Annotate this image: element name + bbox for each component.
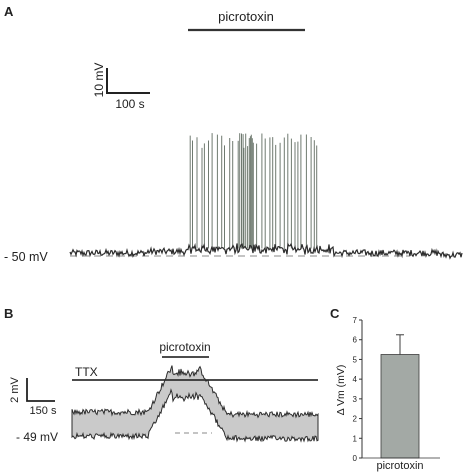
b-scale-time-label: 150 s — [30, 405, 57, 417]
panel-a-letter: A — [4, 4, 14, 19]
b-ttx-label: TTX — [75, 365, 98, 379]
c-y-tick-label-0: 0 — [353, 454, 358, 463]
panel-c-letter: C — [330, 306, 340, 321]
b-scale-bar — [26, 378, 55, 402]
panel-b: B picrotoxin TTX 2 mV 150 s - 49 mV — [4, 306, 319, 444]
c-y-tick-label-3: 3 — [353, 395, 358, 404]
a-scale-bar — [106, 68, 150, 94]
c-y-tick-label-7: 7 — [353, 316, 358, 325]
a-baseline-label: - 50 mV — [4, 250, 48, 264]
b-scale-voltage-label: 2 mV — [9, 377, 21, 403]
b-baseline-label: - 49 mV — [16, 430, 58, 444]
b-picrotoxin-label: picrotoxin — [159, 340, 210, 354]
c-y-axis-label: Δ Vm (mV) — [335, 365, 347, 416]
panel-b-letter: B — [4, 306, 13, 321]
c-y-tick-label-2: 2 — [353, 415, 358, 424]
c-bar-group — [362, 334, 440, 459]
c-category-label: picrotoxin — [376, 460, 423, 472]
a-scale-voltage-label: 10 mV — [92, 63, 106, 98]
c-y-tick-label-5: 5 — [353, 355, 358, 364]
a-spike-group — [189, 133, 318, 249]
c-y-tick-label-1: 1 — [353, 434, 358, 443]
c-y-axis: 0 1 2 3 4 5 6 7 — [353, 316, 363, 463]
c-y-tick-label-4: 4 — [353, 375, 358, 384]
panel-c: C Δ Vm (mV) 0 1 2 3 4 5 6 7 picrotoxin — [330, 306, 440, 472]
a-scale-time-label: 100 s — [115, 97, 144, 111]
c-y-tick-label-6: 6 — [353, 336, 358, 345]
b-membrane-trace — [71, 365, 319, 443]
a-picrotoxin-label: picrotoxin — [218, 9, 274, 24]
a-membrane-trace — [69, 242, 463, 260]
c-bar-picrotoxin — [380, 354, 420, 459]
panel-a: A picrotoxin 10 mV 100 s - 50 mV — [4, 4, 463, 264]
